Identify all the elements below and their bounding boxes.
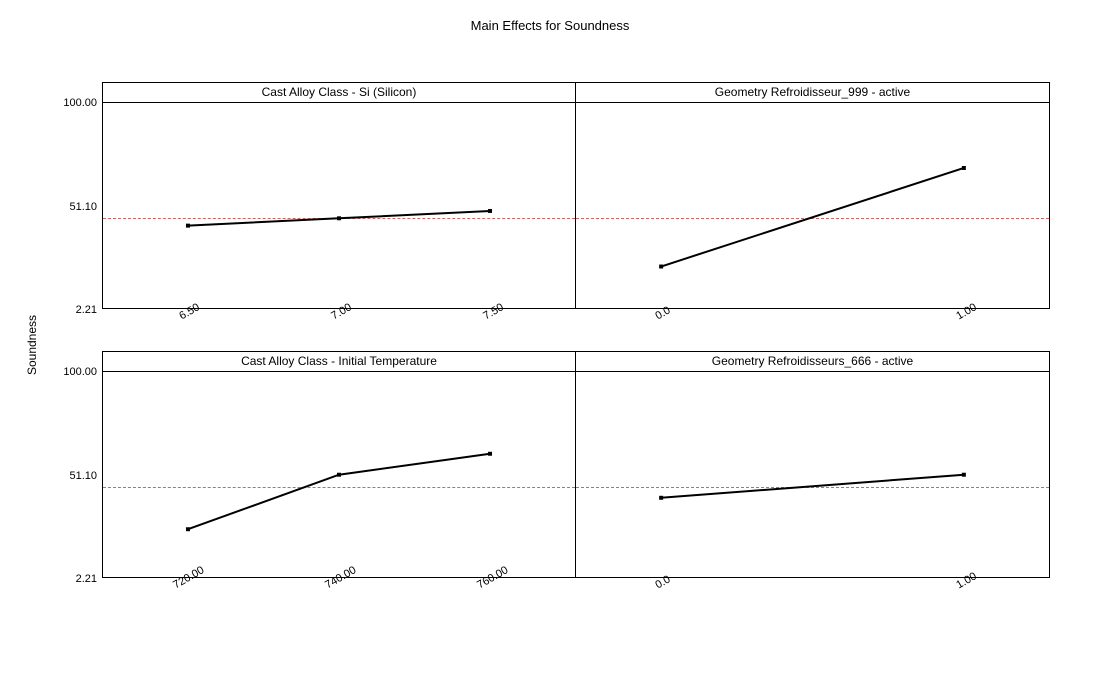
- data-series: [576, 372, 1049, 577]
- chart-panel: Geometry Refroidisseur_999 - active0.01.…: [576, 82, 1050, 309]
- y-tick-label: 51.10: [69, 201, 97, 213]
- data-series: [103, 372, 575, 577]
- data-marker: [337, 216, 341, 220]
- panel-title: Geometry Refroidisseur_999 - active: [576, 82, 1050, 102]
- data-marker: [962, 166, 966, 170]
- plot-area: 2.2151.10100.00720.00740.00760.00: [102, 371, 576, 578]
- series-line: [661, 168, 964, 267]
- y-axis-title: Soundness: [25, 314, 39, 374]
- data-marker: [659, 496, 663, 500]
- data-marker: [659, 265, 663, 269]
- data-marker: [962, 473, 966, 477]
- panel-title: Geometry Refroidisseurs_666 - active: [576, 351, 1050, 371]
- y-tick-label: 2.21: [76, 304, 97, 316]
- y-tick-label: 51.10: [69, 470, 97, 482]
- y-tick-label: 2.21: [76, 573, 97, 585]
- series-line: [661, 475, 964, 498]
- data-marker: [186, 224, 190, 228]
- chart-panel: Cast Alloy Class - Si (Silicon)2.2151.10…: [102, 82, 576, 309]
- chart-panel: Geometry Refroidisseurs_666 - active0.01…: [576, 351, 1050, 578]
- data-marker: [488, 209, 492, 213]
- data-series: [103, 103, 575, 308]
- plot-grid: Cast Alloy Class - Si (Silicon)2.2151.10…: [102, 82, 1051, 620]
- panel-title: Cast Alloy Class - Initial Temperature: [102, 351, 576, 371]
- y-tick-label: 100.00: [63, 366, 97, 378]
- panel-title: Cast Alloy Class - Si (Silicon): [102, 82, 576, 102]
- page-title: Main Effects for Soundness: [0, 18, 1100, 33]
- chart-panel: Cast Alloy Class - Initial Temperature2.…: [102, 351, 576, 578]
- y-tick-label: 100.00: [63, 97, 97, 109]
- plot-area: 0.01.00: [576, 371, 1050, 578]
- plot-area: 2.2151.10100.006.507.007.50: [102, 102, 576, 309]
- data-series: [576, 103, 1049, 308]
- data-marker: [186, 527, 190, 531]
- data-marker: [488, 452, 492, 456]
- data-marker: [337, 473, 341, 477]
- plot-area: 0.01.00: [576, 102, 1050, 309]
- series-line: [188, 454, 490, 529]
